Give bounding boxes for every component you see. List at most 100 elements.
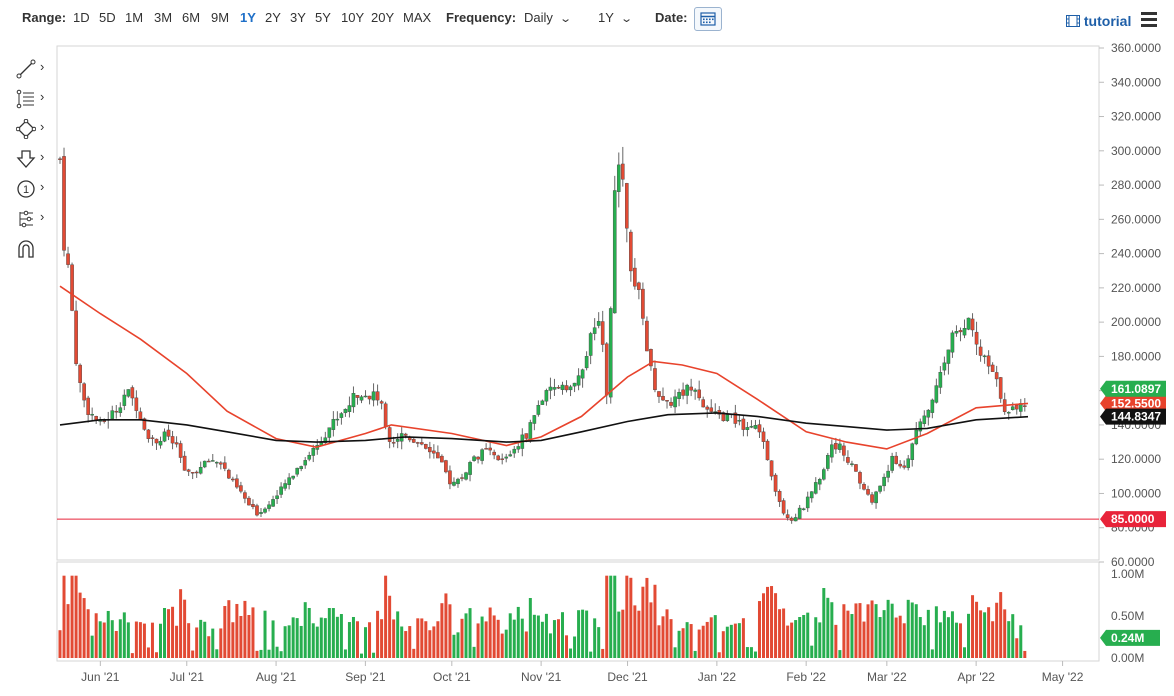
candle-up (198, 467, 203, 474)
magnet-tool-button[interactable] (12, 236, 52, 262)
ma200-marker-label: 144.8347 (1111, 410, 1161, 424)
candle-down (665, 400, 669, 402)
volume-bar (814, 617, 818, 658)
candle-up (311, 448, 316, 456)
pattern-tool-button[interactable]: › (12, 206, 52, 232)
x-tick-label: Feb '22 (786, 670, 826, 684)
price-tick-label: 200.0000 (1111, 315, 1161, 329)
ma200-marker: 144.8347 (1100, 408, 1166, 425)
candle-down (182, 455, 187, 471)
volume-bar (66, 604, 70, 658)
volume-bar (544, 613, 548, 658)
volume-bar (677, 630, 681, 658)
volume-bar (110, 620, 114, 658)
candle-down (990, 364, 995, 372)
candle-up (906, 458, 911, 468)
candle-down (649, 349, 653, 367)
period-select[interactable]: 1Y ⌄ (598, 10, 633, 30)
candle-up (279, 486, 283, 495)
candle-up (962, 328, 967, 336)
volume-bar (488, 607, 492, 658)
volume-bar (520, 618, 524, 658)
candle-up (926, 409, 931, 418)
volume-bar (239, 615, 243, 658)
range-button-3y[interactable]: 3Y (290, 10, 306, 25)
range-button-5y[interactable]: 5Y (315, 10, 331, 25)
candle-up (347, 405, 352, 412)
arrow-tool-button[interactable]: › (12, 146, 52, 172)
volume-bar (98, 621, 102, 658)
candle-down (524, 433, 529, 439)
candle-down (375, 391, 380, 401)
volume-bar (62, 575, 66, 658)
candle-up (878, 485, 882, 492)
volume-bar (1015, 638, 1019, 658)
candle-down (958, 330, 963, 333)
range-button-1d[interactable]: 1D (73, 10, 90, 25)
menu-icon[interactable] (1141, 12, 1157, 27)
x-tick-label: Aug '21 (256, 670, 297, 684)
volume-bar (227, 600, 231, 658)
candle-up (512, 448, 517, 454)
range-button-6m[interactable]: 6M (182, 10, 201, 25)
candle-up (359, 396, 364, 401)
volume-bar (946, 617, 950, 658)
candle-up (456, 478, 460, 485)
volume-bar (456, 632, 460, 658)
candle-up (942, 362, 947, 371)
tutorial-link[interactable]: tutorial (1066, 13, 1131, 29)
candle-up (214, 461, 219, 464)
candle-down (705, 406, 710, 410)
line-tool-button[interactable]: › (12, 56, 52, 82)
range-button-10y[interactable]: 10Y (341, 10, 365, 25)
candle-up (612, 190, 617, 314)
range-button-1y[interactable]: 1Y (240, 10, 256, 25)
candle-up (982, 355, 987, 358)
candle-up (793, 517, 798, 522)
candle-up (560, 384, 565, 390)
volume-bars (58, 575, 1027, 658)
volume-bar (444, 593, 448, 658)
candle-down (415, 442, 420, 444)
annotation-tool-button[interactable]: 1 › (12, 176, 52, 202)
volume-bar (926, 609, 930, 658)
frequency-select[interactable]: Daily ⌄ (524, 10, 572, 30)
range-button-1m[interactable]: 1M (125, 10, 144, 25)
volume-bar (408, 626, 412, 658)
volume-bar (504, 629, 508, 658)
candle-up (295, 467, 299, 475)
candle-down (564, 385, 569, 391)
candle-down (146, 429, 151, 439)
candle-up (552, 387, 557, 390)
volume-bar (770, 586, 774, 658)
volume-bar (954, 622, 958, 658)
fibonacci-tool-button[interactable]: › (12, 86, 52, 112)
volume-bar (822, 588, 826, 658)
volume-bar (347, 622, 351, 658)
volume-bar (818, 622, 822, 658)
volume-bar (150, 622, 154, 658)
candle-up (267, 504, 271, 509)
candle-up (452, 481, 456, 486)
range-button-max[interactable]: MAX (403, 10, 432, 25)
shape-tool-button[interactable]: › (12, 116, 52, 142)
support-marker: 85.0000 (1100, 511, 1166, 528)
volume-bar (613, 575, 617, 658)
candle-down (496, 455, 500, 461)
volume-bar (58, 630, 62, 658)
volume-bar (360, 653, 363, 658)
range-button-9m[interactable]: 9M (211, 10, 230, 25)
range-button-3m[interactable]: 3M (154, 10, 173, 25)
volume-bar (122, 612, 126, 658)
range-button-2y[interactable]: 2Y (265, 10, 281, 25)
date-picker-button[interactable] (694, 7, 722, 31)
candle-up (616, 164, 621, 192)
range-button-20y[interactable]: 20Y (371, 10, 395, 25)
volume-bar (685, 622, 689, 658)
volume-bar (991, 621, 995, 658)
range-button-5d[interactable]: 5D (99, 10, 116, 25)
volume-bar (536, 615, 540, 658)
volume-bar (681, 628, 685, 658)
candle-up (850, 463, 854, 465)
